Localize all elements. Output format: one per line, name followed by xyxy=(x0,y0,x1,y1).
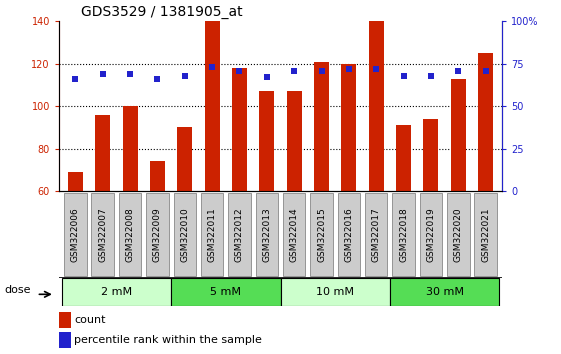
Bar xyxy=(205,21,219,191)
Point xyxy=(399,73,408,79)
Point xyxy=(372,66,381,72)
Text: GSM322017: GSM322017 xyxy=(372,207,381,262)
Point xyxy=(426,73,435,79)
Bar xyxy=(475,193,497,276)
Text: GSM322008: GSM322008 xyxy=(126,207,135,262)
Point xyxy=(235,68,244,73)
Bar xyxy=(396,125,411,191)
Bar xyxy=(228,193,251,276)
Point xyxy=(317,68,326,73)
Text: dose: dose xyxy=(4,285,31,295)
Bar xyxy=(256,193,278,276)
Bar xyxy=(95,115,110,191)
Bar xyxy=(64,193,86,276)
Text: 2 mM: 2 mM xyxy=(101,287,132,297)
Text: GSM322016: GSM322016 xyxy=(344,207,353,262)
Bar xyxy=(280,278,390,306)
Text: 5 mM: 5 mM xyxy=(210,287,241,297)
Bar xyxy=(310,193,333,276)
Bar xyxy=(59,332,71,348)
Point xyxy=(153,76,162,82)
Bar xyxy=(365,193,388,276)
Bar xyxy=(478,53,493,191)
Bar xyxy=(177,127,192,191)
Text: GSM322021: GSM322021 xyxy=(481,207,490,262)
Text: GSM322019: GSM322019 xyxy=(426,207,435,262)
Bar xyxy=(338,193,360,276)
Bar xyxy=(451,79,466,191)
Text: GSM322010: GSM322010 xyxy=(180,207,189,262)
Bar xyxy=(68,172,83,191)
Point xyxy=(289,68,298,73)
Bar xyxy=(146,193,169,276)
Point xyxy=(71,76,80,82)
Text: GSM322014: GSM322014 xyxy=(289,207,298,262)
Text: percentile rank within the sample: percentile rank within the sample xyxy=(74,335,262,345)
Text: GSM322012: GSM322012 xyxy=(235,207,244,262)
Point xyxy=(208,64,217,70)
Text: GSM322020: GSM322020 xyxy=(454,207,463,262)
Text: GSM322015: GSM322015 xyxy=(317,207,326,262)
Bar xyxy=(390,278,499,306)
Bar xyxy=(287,91,302,191)
Text: 10 mM: 10 mM xyxy=(316,287,354,297)
Bar xyxy=(91,193,114,276)
Bar xyxy=(201,193,223,276)
Point xyxy=(180,73,189,79)
Bar xyxy=(119,193,141,276)
Bar xyxy=(232,68,247,191)
Text: 30 mM: 30 mM xyxy=(426,287,463,297)
Bar xyxy=(420,193,442,276)
Bar xyxy=(424,119,439,191)
Bar xyxy=(392,193,415,276)
Bar xyxy=(122,106,137,191)
Bar xyxy=(171,278,280,306)
Text: GSM322006: GSM322006 xyxy=(71,207,80,262)
Bar xyxy=(62,278,171,306)
Bar xyxy=(283,193,305,276)
Bar xyxy=(369,21,384,191)
Point xyxy=(126,71,135,77)
Text: GSM322007: GSM322007 xyxy=(98,207,107,262)
Bar xyxy=(314,62,329,191)
Text: GSM322018: GSM322018 xyxy=(399,207,408,262)
Text: GSM322013: GSM322013 xyxy=(263,207,272,262)
Point xyxy=(98,71,107,77)
Point xyxy=(263,74,272,80)
Point xyxy=(481,68,490,73)
Text: GSM322011: GSM322011 xyxy=(208,207,217,262)
Bar xyxy=(447,193,470,276)
Point xyxy=(454,68,463,73)
Bar xyxy=(342,64,356,191)
Bar xyxy=(173,193,196,276)
Text: GDS3529 / 1381905_at: GDS3529 / 1381905_at xyxy=(81,5,243,19)
Bar xyxy=(259,91,274,191)
Bar xyxy=(59,312,71,329)
Bar xyxy=(150,161,165,191)
Point xyxy=(344,66,353,72)
Text: count: count xyxy=(74,315,105,325)
Text: GSM322009: GSM322009 xyxy=(153,207,162,262)
